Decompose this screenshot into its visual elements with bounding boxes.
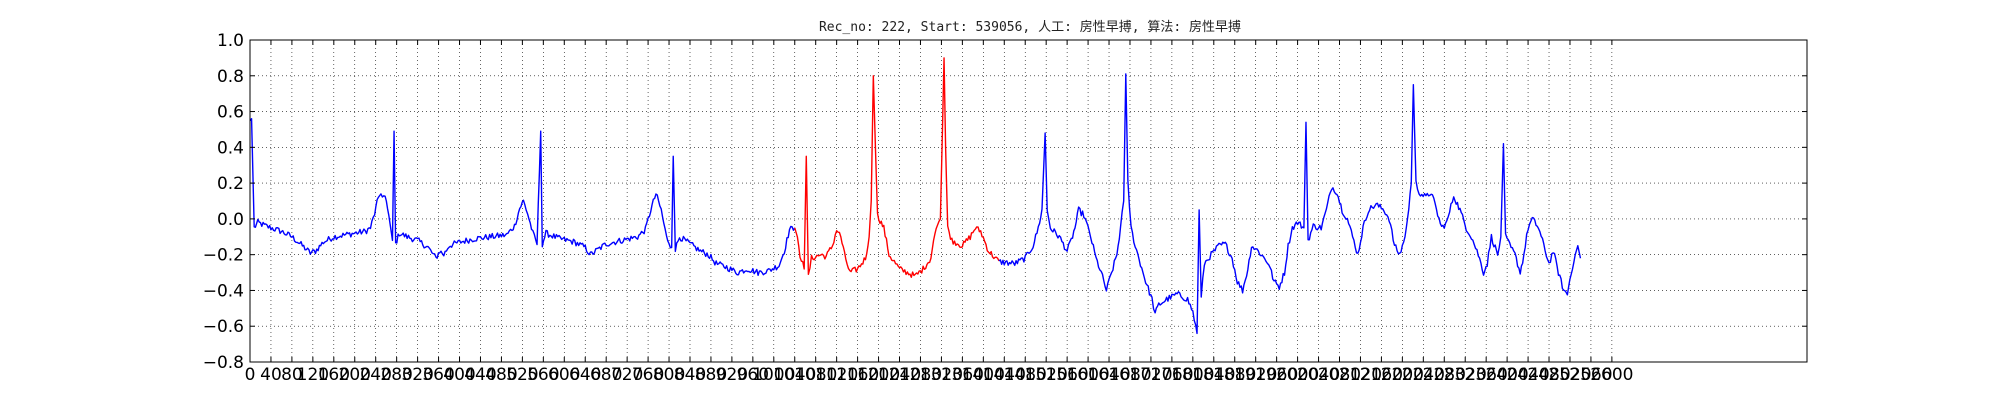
- x-tick-label: 240: [359, 365, 391, 385]
- x-tick-label: 1240: [878, 365, 921, 385]
- x-tick-label: 1480: [1004, 365, 1047, 385]
- y-tick-label: 0.0: [217, 210, 244, 230]
- y-axis: −0.8 −0.6 −0.4 −0.2 0.0 0.2 0.4 0.6 0.8 1.0: [203, 31, 1807, 373]
- x-tick-label: 2480: [1527, 365, 1570, 385]
- x-tick-label: 680: [590, 365, 622, 385]
- x-tick-label: 80: [281, 365, 303, 385]
- x-tick-label: 1760: [1150, 365, 1193, 385]
- x-tick-label: 840: [674, 365, 706, 385]
- ecg-line-after: [998, 73, 1582, 335]
- y-tick-label: −0.6: [203, 317, 244, 337]
- x-tick-label: 1920: [1234, 365, 1277, 385]
- x-tick-label: 2040: [1297, 365, 1340, 385]
- ecg-line-highlight: [794, 57, 1000, 278]
- x-tick-label: 1320: [920, 365, 963, 385]
- x-tick-label: 2000: [1276, 365, 1319, 385]
- x-tick-label: 280: [380, 365, 412, 385]
- x-tick-label: 1080: [794, 365, 837, 385]
- x-tick-label: 800: [653, 365, 685, 385]
- y-tick-label: −0.2: [203, 246, 244, 266]
- x-tick-label: 1040: [773, 365, 816, 385]
- x-tick-label: 2560: [1569, 365, 1612, 385]
- x-tick-label: 1800: [1171, 365, 1214, 385]
- x-tick-label: 2520: [1548, 365, 1591, 385]
- x-tick-label: 1600: [1066, 365, 1109, 385]
- x-tick-label: 1280: [899, 365, 942, 385]
- x-tick-label: 760: [632, 365, 664, 385]
- y-tick-label: 1.0: [217, 31, 244, 51]
- x-tick-label: 1120: [815, 365, 858, 385]
- x-tick-label: 2320: [1444, 365, 1487, 385]
- x-tick-label: 1840: [1192, 365, 1235, 385]
- x-tick-label: 2360: [1465, 365, 1508, 385]
- plot-frame: [249, 39, 1808, 363]
- x-tick-label: 720: [611, 365, 643, 385]
- ecg-line-before: [249, 118, 796, 277]
- x-tick-label: 2440: [1506, 365, 1549, 385]
- x-tick-label: 2400: [1485, 365, 1528, 385]
- x-tick-label: 1640: [1087, 365, 1130, 385]
- x-tick-label: 1560: [1045, 365, 1088, 385]
- x-tick-label: 2080: [1318, 365, 1361, 385]
- x-tick-label: 360: [422, 365, 454, 385]
- x-tick-label: 2160: [1360, 365, 1403, 385]
- x-tick-label: 1960: [1255, 365, 1298, 385]
- x-tick-label: 560: [527, 365, 559, 385]
- x-tick-label: 960: [737, 365, 769, 385]
- x-axis: 0 40 8012016020024028032036040044048052056…: [245, 40, 1634, 385]
- x-tick-label: 2120: [1339, 365, 1382, 385]
- x-tick-label: 40: [260, 365, 282, 385]
- y-tick-label: 0.4: [217, 138, 244, 158]
- x-tick-label: 1000: [752, 365, 795, 385]
- y-tick-label: −0.4: [203, 281, 244, 301]
- y-tick-label: 0.8: [217, 67, 244, 87]
- x-tick-label: 1520: [1025, 365, 1068, 385]
- x-tick-label: 200: [339, 365, 371, 385]
- x-tick-label: 120: [297, 365, 329, 385]
- x-tick-label: 2600: [1590, 365, 1633, 385]
- x-tick-label: 1400: [962, 365, 1005, 385]
- chart-title: Rec_no: 222, Start: 539056, 人工: 房性早搏, 算法…: [819, 19, 1241, 35]
- x-tick-label: 1360: [941, 365, 984, 385]
- x-tick-label: 2200: [1381, 365, 1424, 385]
- x-tick-label: 440: [464, 365, 496, 385]
- x-tick-label: 1160: [836, 365, 879, 385]
- x-tick-label: 160: [318, 365, 350, 385]
- x-tick-label: 1440: [983, 365, 1026, 385]
- x-tick-label: 400: [443, 365, 475, 385]
- series-layer: [249, 57, 1582, 335]
- y-tick-label: −0.8: [203, 353, 244, 373]
- x-tick-label: 480: [485, 365, 517, 385]
- x-tick-label: 880: [695, 365, 727, 385]
- x-tick-label: 600: [548, 365, 580, 385]
- x-tick-label: 640: [569, 365, 601, 385]
- x-tick-label: 0: [245, 365, 256, 385]
- x-tick-label: 2280: [1423, 365, 1466, 385]
- x-tick-label: 1680: [1108, 365, 1151, 385]
- x-tick-label: 1720: [1129, 365, 1172, 385]
- x-tick-label: 1880: [1213, 365, 1256, 385]
- y-tick-label: 0.6: [217, 103, 244, 123]
- x-tick-label: 2240: [1402, 365, 1445, 385]
- x-tick-label: 320: [401, 365, 433, 385]
- x-tick-label: 920: [716, 365, 748, 385]
- grid: [250, 40, 1807, 362]
- y-tick-label: 0.2: [217, 174, 244, 194]
- x-tick-label: 520: [506, 365, 538, 385]
- x-tick-label: 1200: [857, 365, 900, 385]
